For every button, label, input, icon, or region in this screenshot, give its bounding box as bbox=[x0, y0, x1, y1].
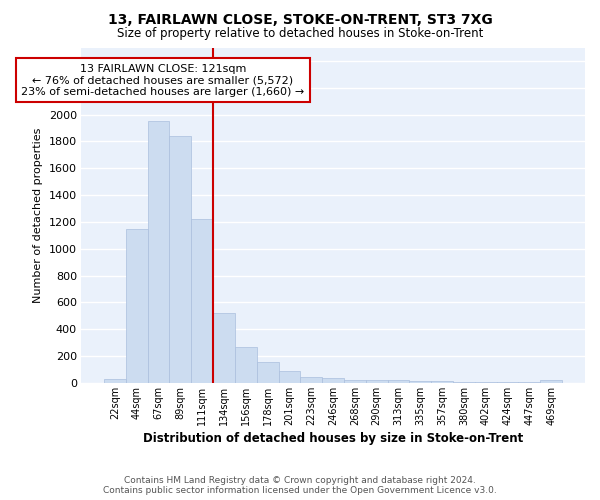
Bar bbox=[213, 313, 235, 383]
Bar bbox=[301, 377, 322, 383]
Text: Contains public sector information licensed under the Open Government Licence v3: Contains public sector information licen… bbox=[103, 486, 497, 495]
Bar bbox=[475, 382, 497, 383]
Bar bbox=[431, 381, 453, 383]
X-axis label: Distribution of detached houses by size in Stoke-on-Trent: Distribution of detached houses by size … bbox=[143, 432, 523, 445]
Bar bbox=[322, 378, 344, 383]
Bar bbox=[388, 380, 409, 383]
Bar bbox=[278, 372, 301, 383]
Bar bbox=[104, 379, 126, 383]
Bar bbox=[518, 382, 540, 383]
Bar bbox=[409, 381, 431, 383]
Y-axis label: Number of detached properties: Number of detached properties bbox=[33, 128, 43, 303]
Text: Contains HM Land Registry data © Crown copyright and database right 2024.: Contains HM Land Registry data © Crown c… bbox=[124, 476, 476, 485]
Bar bbox=[191, 219, 213, 383]
Bar bbox=[257, 362, 278, 383]
Text: Size of property relative to detached houses in Stoke-on-Trent: Size of property relative to detached ho… bbox=[117, 28, 483, 40]
Text: 13 FAIRLAWN CLOSE: 121sqm
← 76% of detached houses are smaller (5,572)
23% of se: 13 FAIRLAWN CLOSE: 121sqm ← 76% of detac… bbox=[22, 64, 305, 97]
Bar bbox=[344, 380, 366, 383]
Bar bbox=[235, 348, 257, 383]
Bar bbox=[540, 380, 562, 383]
Bar bbox=[148, 122, 169, 383]
Bar bbox=[366, 380, 388, 383]
Bar bbox=[169, 136, 191, 383]
Text: 13, FAIRLAWN CLOSE, STOKE-ON-TRENT, ST3 7XG: 13, FAIRLAWN CLOSE, STOKE-ON-TRENT, ST3 … bbox=[107, 12, 493, 26]
Bar bbox=[497, 382, 518, 383]
Bar bbox=[453, 382, 475, 383]
Bar bbox=[126, 228, 148, 383]
